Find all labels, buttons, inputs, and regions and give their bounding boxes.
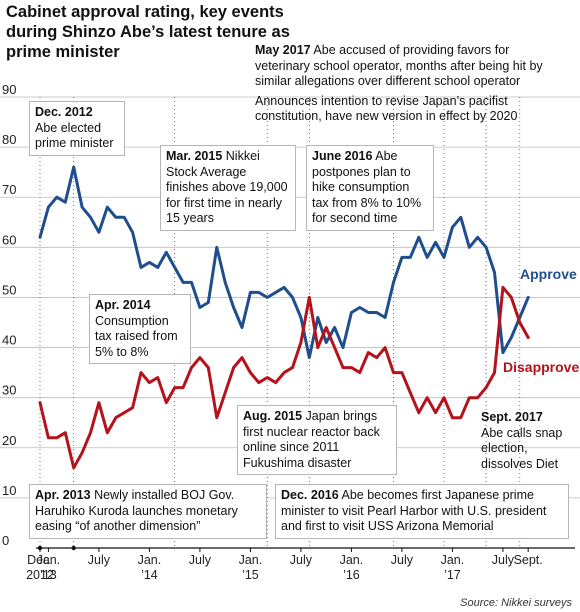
annotation-text: Abe becomes first Japanese prime ministe… (281, 488, 547, 533)
annotation-text: Announces intention to revise Japan’s pa… (255, 93, 518, 124)
annotation-date: Mar. 2015 (166, 149, 223, 163)
y-tick-label: 70 (2, 182, 16, 197)
legend-approve-label: Approve (520, 266, 577, 282)
x-tick-label: Jan. (37, 553, 61, 567)
annotation-text: Consumption tax raised from 5% to 8% (95, 313, 178, 359)
y-tick-label: 40 (2, 333, 16, 348)
x-tick-label: July (290, 553, 313, 567)
annotation-dec-2016: Dec. 2016 Abe becomes first Japanese pri… (275, 484, 569, 539)
annotation-text: Abe elected prime minister (35, 120, 114, 151)
x-year-label: 2012 (26, 568, 54, 582)
x-tick-label: Jan. (239, 553, 263, 567)
x-tick-label: July (391, 553, 414, 567)
series-line-disapprove (38, 285, 530, 470)
x-year-label: ’16 (343, 568, 360, 582)
annotation-date: Aug. 2015 (243, 409, 303, 423)
y-tick-label: 60 (2, 232, 16, 247)
annotation-date: Dec. 2016 (281, 488, 339, 502)
x-tick-label: July (88, 553, 111, 567)
y-tick-label: 20 (2, 433, 16, 448)
x-tick-label: July (492, 553, 515, 567)
annotation-apr-2013: Apr. 2013 Newly installed BOJ Gov. Haruh… (29, 484, 267, 539)
annotation-text: Abe postpones plan to hike consumption t… (312, 149, 422, 225)
x-year-label: ’14 (141, 568, 158, 582)
annotation-may-2017: May 2017 Abe accused of providing favors… (250, 40, 570, 128)
annotation-dec-2012: Dec. 2012 Abe elected prime minister (29, 101, 125, 156)
y-tick-label: 80 (2, 132, 16, 147)
annotation-date: May 2017 (255, 43, 311, 57)
annotation-date: Sept. 2017 (481, 410, 543, 424)
y-tick-label: 50 (2, 282, 16, 297)
series-line-approve (38, 165, 530, 360)
annotation-sept-2017: Sept. 2017 Abe calls snap election, disso… (476, 407, 576, 475)
annotation-jun-2016: June 2016 Abe postpones plan to hike con… (306, 145, 434, 231)
legend-disapprove-label: Disapprove (503, 359, 579, 375)
annotation-text: Newly installed BOJ Gov. Haruhiko Kuroda… (35, 488, 238, 533)
annotation-text: Nikkei Stock Average finishes above 19,0… (166, 149, 288, 225)
chart-title: Cabinet approval rating, key events duri… (6, 3, 290, 61)
annotation-text: Abe accused of providing favors for vete… (255, 43, 543, 88)
y-tick-label: 10 (2, 483, 16, 498)
x-year-label: ’15 (242, 568, 259, 582)
event-dot (71, 545, 76, 551)
annotation-aug-2015: Aug. 2015 Japan brings first nuclear rea… (237, 405, 397, 475)
x-year-label: ’17 (444, 568, 461, 582)
y-tick-label: 90 (2, 82, 16, 97)
y-tick-label: 30 (2, 383, 16, 398)
annotation-date: Apr. 2013 (35, 488, 91, 502)
x-year-label: ’13 (40, 568, 57, 582)
annotation-date: Dec. 2012 (35, 105, 93, 119)
annotation-apr-2014: Apr. 2014 Consumption tax raised from 5% … (89, 294, 191, 364)
y-tick-label: 0 (2, 533, 9, 548)
annotation-date: June 2016 (312, 149, 373, 163)
x-tick-label: Jan. (138, 553, 162, 567)
source-note: Source: Nikkei surveys (460, 597, 572, 609)
x-tick-label: July (189, 553, 212, 567)
annotation-text: Abe calls snap election, dissolves Diet (481, 425, 563, 471)
annotation-text: Japan brings first nuclear reactor back … (243, 409, 380, 470)
x-tick-label: Sept. (514, 553, 543, 567)
x-tick-label: Dec. (27, 553, 53, 567)
x-tick-label: Jan. (441, 553, 465, 567)
series-lines (38, 165, 530, 470)
x-tick-label: Jan. (340, 553, 364, 567)
annotation-mar-2015: Mar. 2015 Nikkei Stock Average finishes … (160, 145, 296, 231)
annotation-date: Apr. 2014 (95, 298, 151, 312)
